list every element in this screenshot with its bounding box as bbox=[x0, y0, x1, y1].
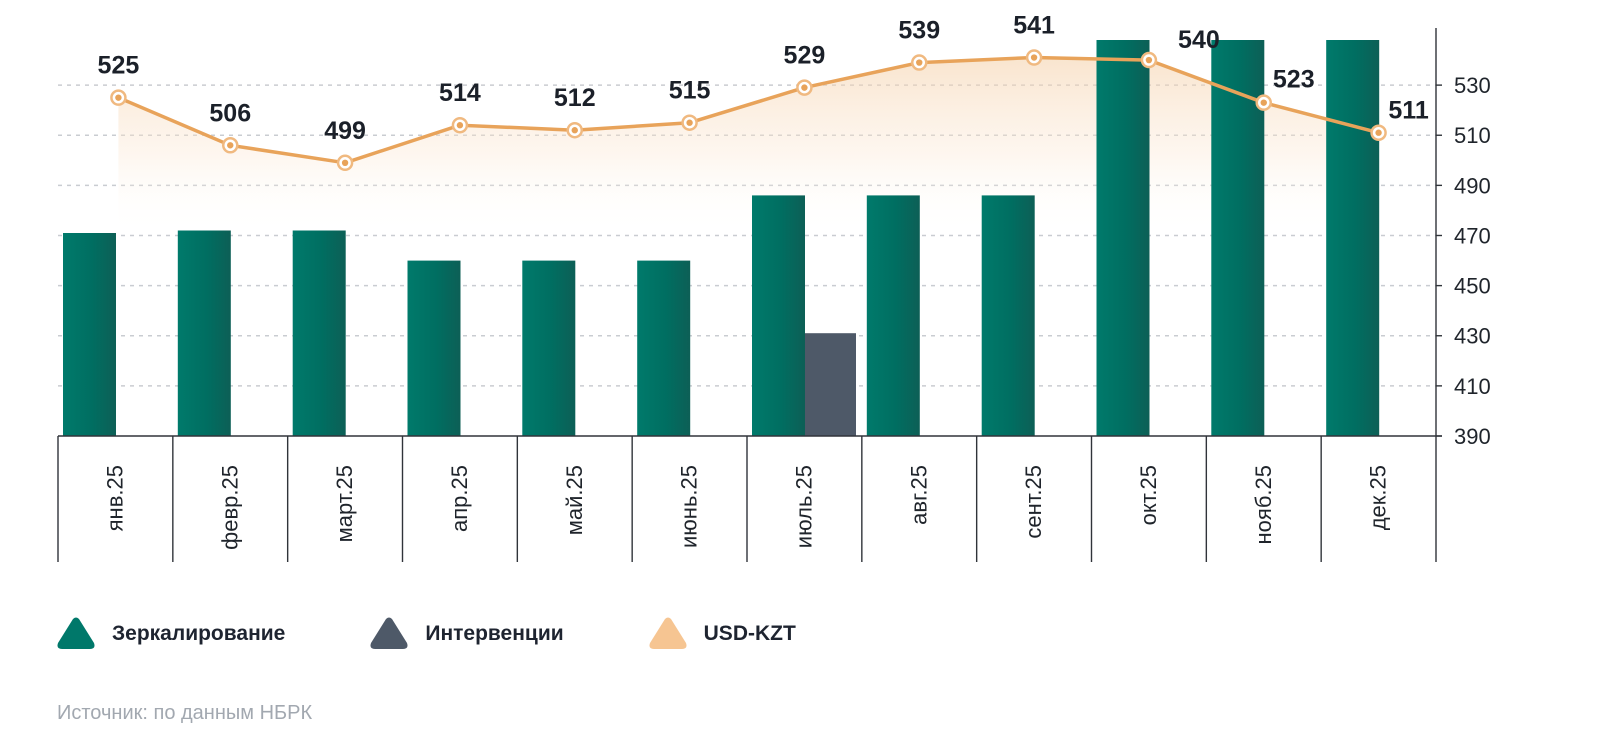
x-tick-label: нояб.25 bbox=[1251, 465, 1276, 544]
usd-kzt-data-label: 540 bbox=[1178, 26, 1220, 54]
y-tick-label: 510 bbox=[1454, 123, 1491, 148]
bar-mirroring bbox=[981, 195, 1035, 436]
usd-kzt-point-core bbox=[571, 127, 578, 134]
usd-kzt-data-label: 541 bbox=[1013, 12, 1055, 40]
bar-mirroring bbox=[1096, 40, 1150, 436]
x-tick-label: июнь.25 bbox=[677, 465, 702, 548]
usd-kzt-data-label: 539 bbox=[898, 17, 940, 45]
x-tick-label: сент.25 bbox=[1021, 465, 1046, 539]
y-tick-label: 390 bbox=[1454, 424, 1491, 449]
chart-plot: 390 410 430 450 470 490 510 530 янв.25 февр.25 мар… bbox=[57, 12, 1491, 562]
y-tick-label: 450 bbox=[1454, 274, 1491, 299]
y-tick-label: 430 bbox=[1454, 324, 1491, 349]
usd-kzt-line bbox=[116, 55, 1381, 165]
bar-mirroring bbox=[63, 233, 116, 436]
bar-interventions bbox=[805, 333, 856, 436]
usd-kzt-point-core bbox=[1145, 56, 1153, 64]
y-tick-label: 490 bbox=[1454, 173, 1491, 198]
legend-label-usd-kzt: USD-KZT bbox=[703, 622, 796, 645]
legend-item-mirroring: Зеркалирование bbox=[56, 616, 285, 652]
x-tick-label: март.25 bbox=[332, 465, 357, 542]
usd-kzt-area bbox=[118, 57, 1379, 236]
usd-kzt-data-label: 523 bbox=[1273, 66, 1315, 94]
legend-swatch-interventions bbox=[370, 617, 408, 649]
x-tick-label: дек.25 bbox=[1366, 465, 1391, 530]
usd-kzt-point-core bbox=[686, 119, 693, 126]
usd-kzt-point-core bbox=[801, 84, 808, 91]
legend-item-interventions: Интервенции bbox=[369, 616, 564, 652]
bar-mirroring bbox=[407, 260, 461, 436]
usd-kzt-point-core bbox=[115, 94, 122, 101]
bar-mirroring bbox=[292, 230, 346, 436]
legend-item-usd-kzt: USD-KZT bbox=[648, 616, 796, 652]
x-tick-label: май.25 bbox=[562, 465, 587, 535]
bar-mirroring bbox=[1326, 40, 1380, 436]
y-tick-label: 410 bbox=[1454, 374, 1491, 399]
usd-kzt-point-core bbox=[227, 142, 234, 149]
usd-kzt-data-label: 525 bbox=[98, 52, 140, 80]
usd-kzt-point-core bbox=[916, 59, 923, 66]
bar-mirroring bbox=[752, 195, 805, 436]
bar-mirroring bbox=[637, 260, 691, 436]
legend-label-mirroring: Зеркалирование bbox=[112, 622, 286, 645]
usd-kzt-data-label: 529 bbox=[784, 42, 826, 70]
bar-mirroring bbox=[1211, 40, 1265, 436]
legend-swatch-mirroring bbox=[57, 617, 95, 649]
usd-kzt-data-label: 512 bbox=[554, 84, 596, 112]
source-note: Источник: по данным НБРК bbox=[57, 702, 313, 724]
x-tick-label: авг.25 bbox=[906, 465, 931, 525]
usd-kzt-point-core bbox=[1260, 99, 1267, 106]
y-tick-label: 530 bbox=[1454, 73, 1491, 98]
usd-kzt-point-core bbox=[1375, 129, 1382, 136]
y-tick-label: 470 bbox=[1454, 223, 1491, 248]
usd-kzt-point-core bbox=[1030, 54, 1038, 61]
bar-mirroring bbox=[522, 260, 576, 436]
bar-mirroring bbox=[177, 230, 231, 436]
x-tick-label: окт.25 bbox=[1136, 465, 1161, 525]
x-tick-label: июль.25 bbox=[791, 465, 816, 548]
usd-kzt-point-core bbox=[456, 122, 464, 129]
x-tick-label: янв.25 bbox=[102, 465, 127, 531]
x-tick-label: февр.25 bbox=[217, 465, 242, 550]
usd-kzt-data-label: 499 bbox=[324, 117, 366, 145]
usd-kzt-data-label: 511 bbox=[1388, 97, 1428, 125]
legend-swatch-usd-kzt bbox=[649, 617, 687, 649]
usd-kzt-data-label: 515 bbox=[669, 77, 711, 105]
usd-kzt-point-core bbox=[341, 159, 349, 167]
legend-label-interventions: Интервенции bbox=[425, 622, 564, 645]
usd-kzt-data-label: 506 bbox=[209, 99, 251, 127]
legend: Зеркалирование Интервенции USD-KZT bbox=[56, 616, 880, 652]
usd-kzt-data-label: 514 bbox=[439, 79, 481, 107]
bar-mirroring bbox=[866, 195, 920, 436]
x-tick-label: апр.25 bbox=[447, 465, 472, 532]
